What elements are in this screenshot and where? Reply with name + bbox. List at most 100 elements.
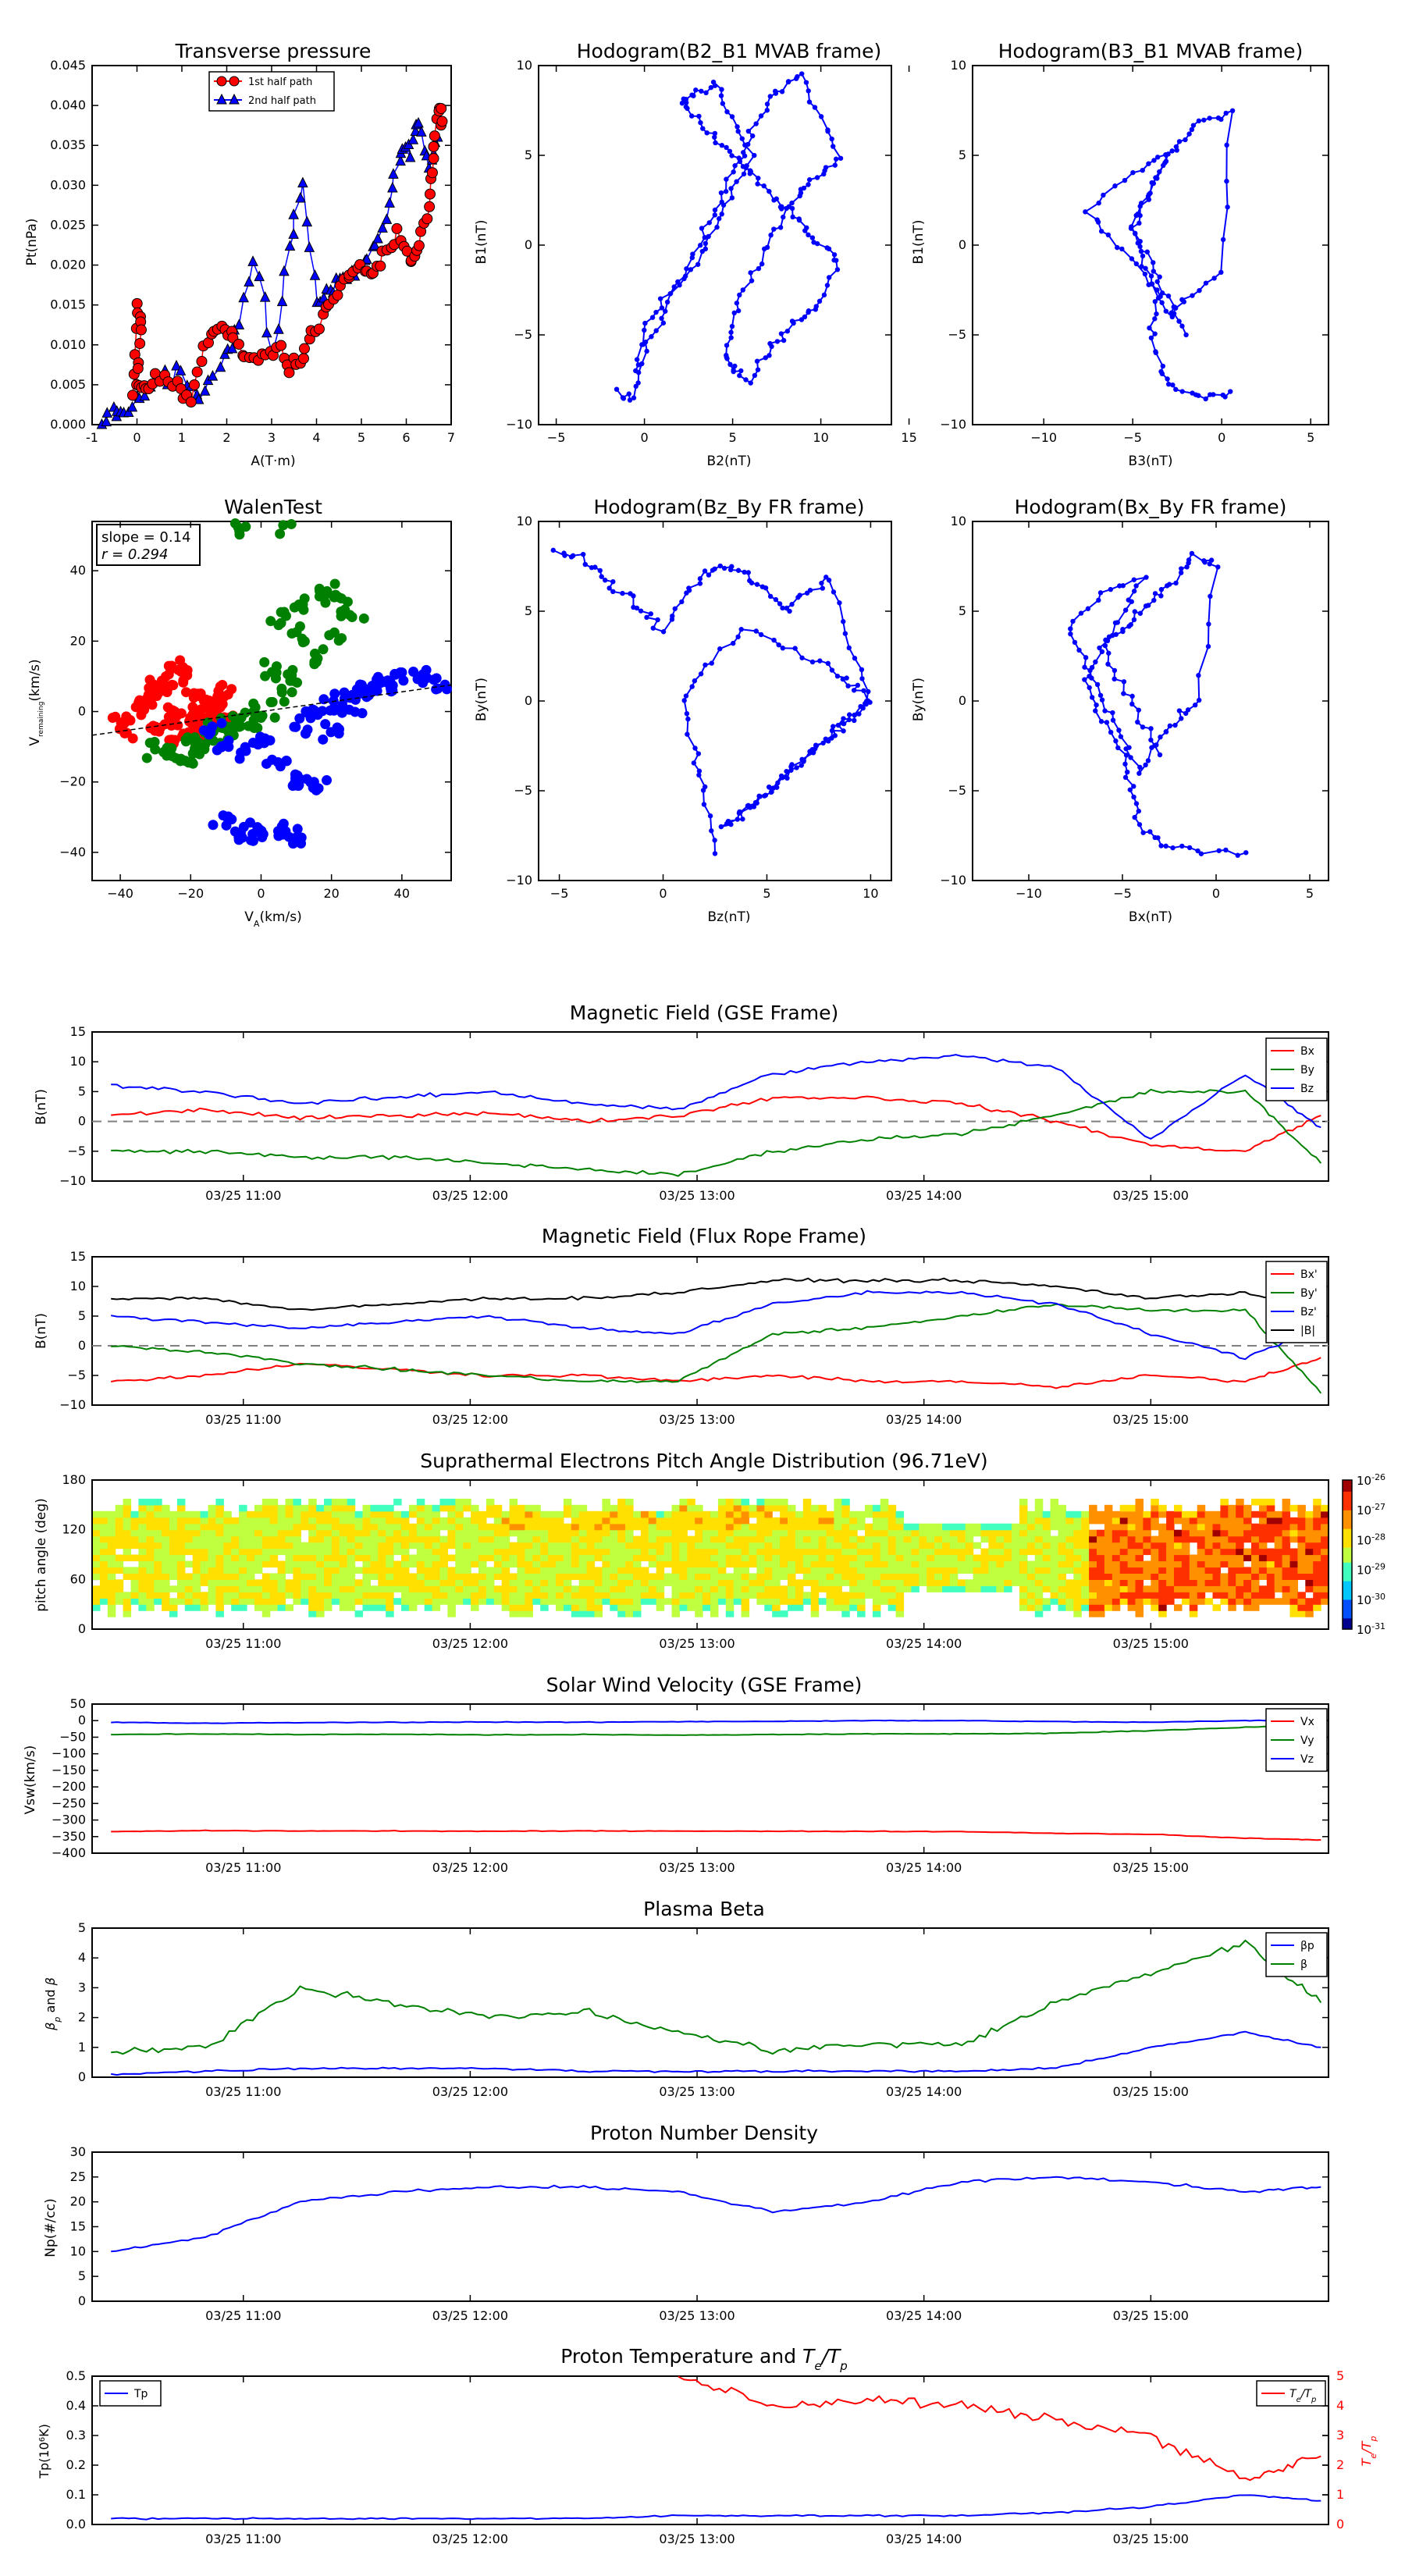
data-point bbox=[794, 765, 799, 770]
heatmap-cell bbox=[408, 1585, 418, 1592]
heatmap-cell bbox=[231, 1523, 240, 1531]
heatmap-cell bbox=[633, 1523, 642, 1531]
data-point-2nd-half bbox=[361, 253, 372, 264]
heatmap-cell bbox=[501, 1560, 510, 1568]
heatmap-cell bbox=[548, 1579, 557, 1586]
heatmap-cell bbox=[176, 1598, 186, 1605]
heatmap-cell bbox=[269, 1523, 279, 1531]
heatmap-cell bbox=[1258, 1554, 1268, 1562]
data-point bbox=[709, 828, 714, 834]
heatmap-cell bbox=[895, 1523, 905, 1531]
heatmap-cell bbox=[710, 1560, 719, 1568]
heatmap-cell bbox=[756, 1523, 765, 1531]
heatmap-cell bbox=[1026, 1573, 1036, 1580]
heatmap-cell bbox=[772, 1554, 781, 1562]
data-point bbox=[697, 576, 703, 582]
data-point-green bbox=[269, 712, 280, 723]
heatmap-cell bbox=[578, 1542, 588, 1550]
tick-label: 0 bbox=[659, 886, 667, 901]
time-tick-label: 03/25 13:00 bbox=[659, 2084, 735, 2099]
heatmap-cell bbox=[942, 1567, 951, 1574]
heatmap-cell bbox=[393, 1535, 402, 1543]
heatmap-cell bbox=[695, 1542, 703, 1550]
heatmap-cell bbox=[919, 1567, 927, 1574]
data-point bbox=[852, 717, 857, 724]
heatmap-cell bbox=[107, 1535, 116, 1543]
heatmap-cell bbox=[802, 1504, 812, 1512]
data-point-green bbox=[334, 634, 345, 645]
heatmap-cell bbox=[1158, 1548, 1167, 1556]
heatmap-cell bbox=[184, 1517, 194, 1525]
heatmap-cell bbox=[261, 1573, 271, 1580]
heatmap-cell bbox=[586, 1592, 596, 1599]
data-point bbox=[653, 309, 659, 315]
heatmap-cell bbox=[324, 1567, 333, 1574]
heatmap-cell bbox=[656, 1604, 665, 1611]
heatmap-cell bbox=[733, 1554, 742, 1562]
heatmap-cell bbox=[130, 1529, 139, 1537]
data-point bbox=[1136, 808, 1142, 814]
heatmap-cell bbox=[331, 1535, 340, 1543]
data-point bbox=[1143, 762, 1148, 768]
data-point bbox=[749, 580, 755, 585]
heatmap-cell bbox=[633, 1604, 642, 1611]
heatmap-cell bbox=[911, 1567, 919, 1574]
heatmap-cell bbox=[107, 1517, 116, 1525]
heatmap-cell bbox=[1197, 1542, 1206, 1550]
heatmap-cell bbox=[857, 1604, 866, 1611]
data-point bbox=[671, 284, 677, 290]
heatmap-cell bbox=[586, 1598, 596, 1605]
heatmap-cell bbox=[347, 1554, 356, 1562]
heatmap-cell bbox=[239, 1585, 247, 1592]
heatmap-cell bbox=[1081, 1560, 1090, 1568]
heatmap-cell bbox=[1166, 1529, 1175, 1537]
heatmap-cell bbox=[416, 1560, 425, 1568]
heatmap-cell bbox=[764, 1598, 773, 1605]
heatmap-cell bbox=[123, 1592, 132, 1599]
heatmap-cell bbox=[293, 1573, 301, 1580]
heatmap-cell bbox=[857, 1598, 866, 1605]
heatmap-cell bbox=[254, 1585, 263, 1592]
heatmap-cell bbox=[663, 1535, 673, 1543]
heatmap-cell bbox=[261, 1579, 271, 1586]
heatmap-cell bbox=[324, 1573, 333, 1580]
heatmap-cell bbox=[818, 1548, 827, 1556]
data-point bbox=[1195, 848, 1200, 854]
heatmap-cell bbox=[911, 1529, 919, 1537]
heatmap-cell bbox=[517, 1548, 525, 1556]
heatmap-cell bbox=[1212, 1560, 1221, 1568]
heatmap-cell bbox=[911, 1560, 919, 1568]
heatmap-cell bbox=[610, 1510, 618, 1518]
data-point bbox=[1163, 729, 1168, 735]
heatmap-cell bbox=[1034, 1548, 1044, 1556]
data-point bbox=[1087, 685, 1092, 691]
heatmap-cell bbox=[1289, 1585, 1298, 1592]
heatmap-cell bbox=[540, 1604, 549, 1611]
data-point bbox=[742, 142, 748, 148]
heatmap-cell bbox=[525, 1529, 533, 1537]
heatmap-cell bbox=[501, 1523, 510, 1531]
heatmap-cell bbox=[378, 1517, 386, 1525]
data-point-green bbox=[183, 756, 194, 767]
data-point bbox=[1139, 264, 1144, 269]
heatmap-cell bbox=[865, 1510, 873, 1518]
heatmap-cell bbox=[942, 1529, 951, 1537]
heatmap-cell bbox=[1189, 1554, 1198, 1562]
data-point bbox=[806, 99, 813, 105]
heatmap-cell bbox=[169, 1517, 178, 1525]
heatmap-cell bbox=[285, 1585, 293, 1592]
heatmap-cell bbox=[1197, 1504, 1206, 1512]
heatmap-cell bbox=[903, 1535, 912, 1543]
data-point bbox=[798, 187, 804, 192]
data-point-2nd-half bbox=[175, 365, 187, 375]
data-point bbox=[1133, 261, 1140, 267]
colorbar-cell bbox=[1343, 1502, 1352, 1507]
heatmap-cell bbox=[254, 1523, 263, 1531]
data-point bbox=[1104, 720, 1110, 725]
heatmap-cell bbox=[679, 1504, 688, 1512]
heatmap-cell bbox=[231, 1592, 240, 1599]
heatmap-cell bbox=[517, 1598, 525, 1605]
data-point bbox=[745, 570, 751, 575]
heatmap-cell bbox=[1236, 1592, 1244, 1599]
x-axis-label: A(T·m) bbox=[251, 454, 295, 469]
